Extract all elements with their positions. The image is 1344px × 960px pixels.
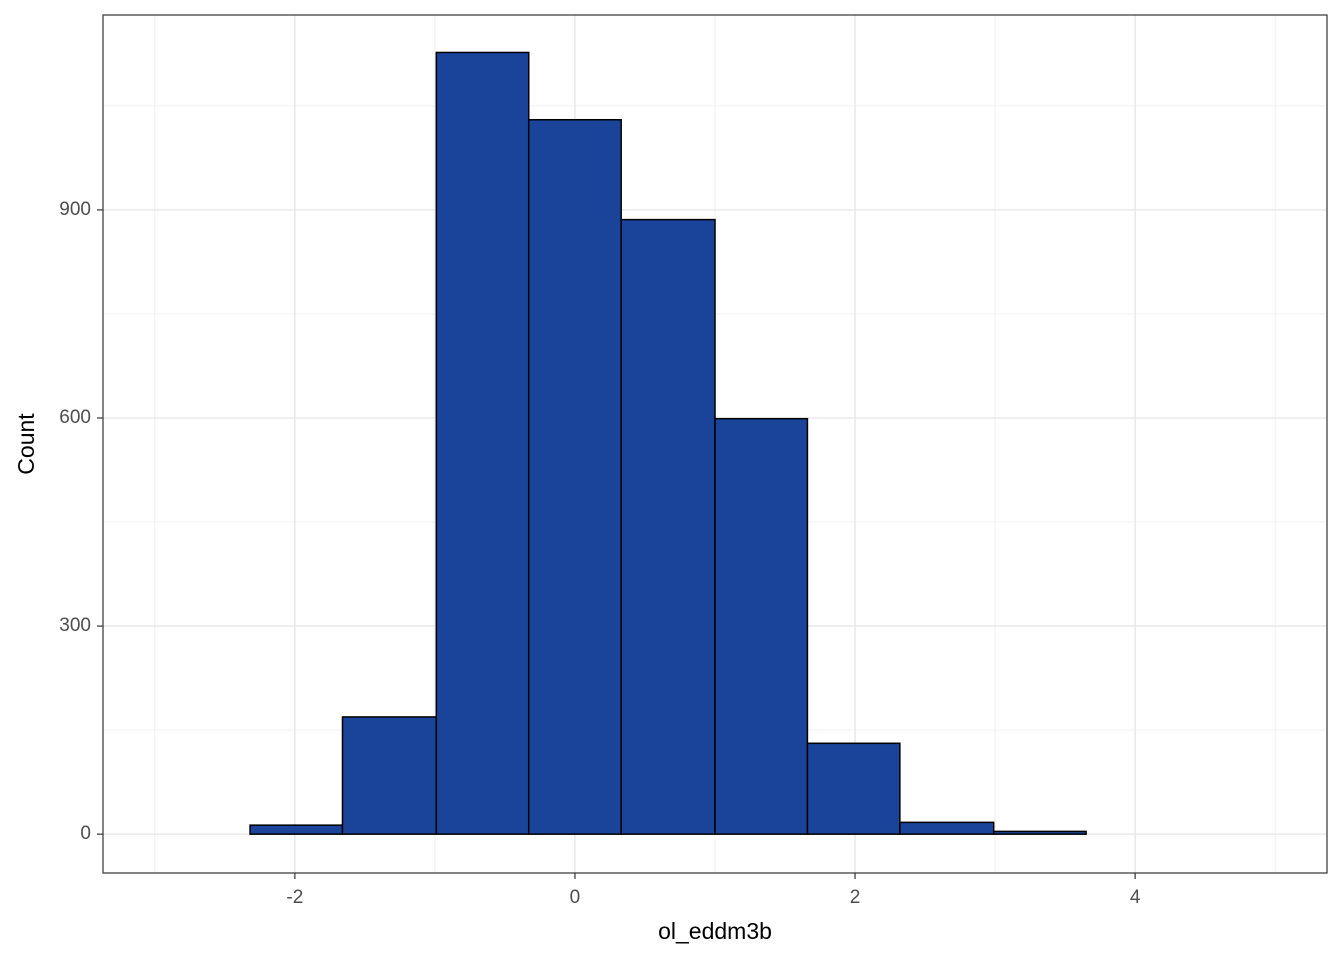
bar bbox=[620, 218, 716, 835]
y-tick-label: 600 bbox=[59, 407, 91, 428]
bar bbox=[527, 118, 622, 835]
bar bbox=[992, 830, 1087, 835]
y-tick-label: 900 bbox=[59, 199, 91, 220]
x-tick-label: 2 bbox=[850, 887, 861, 908]
y-tick-label: 0 bbox=[80, 823, 91, 844]
x-tick-label: -2 bbox=[286, 887, 303, 908]
bar bbox=[341, 716, 438, 835]
bar bbox=[249, 824, 344, 835]
y-axis-title: Count bbox=[13, 413, 39, 475]
bar bbox=[899, 821, 995, 835]
y-tick-label: 300 bbox=[59, 615, 91, 636]
x-tick-label: 4 bbox=[1130, 887, 1141, 908]
bar bbox=[435, 51, 530, 835]
bar bbox=[714, 417, 809, 835]
bar bbox=[806, 742, 901, 835]
x-axis-title: ol_eddm3b bbox=[658, 918, 772, 944]
bars bbox=[249, 51, 1087, 835]
panel-border bbox=[102, 14, 1328, 874]
x-tick-label: 0 bbox=[570, 887, 581, 908]
